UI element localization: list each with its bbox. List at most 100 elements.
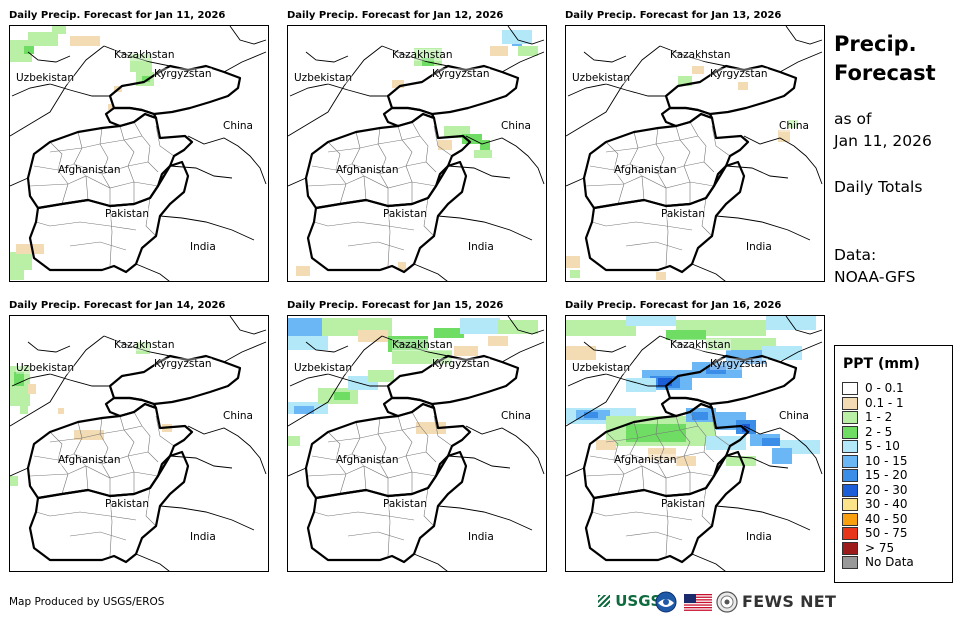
precip-area [788, 120, 798, 128]
precip-area [626, 378, 656, 392]
country-boundary [743, 135, 823, 185]
focus-country-outline [104, 106, 158, 128]
country-boundary [169, 455, 233, 469]
credit-text: Map Produced by USGS/EROS [9, 596, 165, 608]
precip-area [70, 36, 100, 46]
focus-country-outline [584, 160, 746, 274]
legend-swatch [842, 498, 858, 511]
province-boundary [145, 197, 157, 237]
province-boundary [145, 487, 157, 527]
province-boundary [133, 411, 159, 463]
province-boundary [689, 411, 715, 463]
country-label-pakistan: Pakistan [105, 208, 149, 220]
province-boundary [327, 511, 415, 521]
country-boundary [715, 505, 811, 531]
province-boundary [49, 511, 137, 521]
province-boundary [119, 125, 135, 204]
country-label-india: India [468, 531, 494, 543]
precip-area [656, 272, 666, 280]
province-boundary [589, 161, 705, 175]
province-boundary [155, 125, 175, 157]
department-seal-icon [716, 591, 738, 613]
country-label-india: India [746, 241, 772, 253]
province-boundary [35, 221, 51, 227]
precip-area [502, 30, 532, 44]
country-boundary [566, 335, 661, 427]
country-label-china: China [501, 410, 531, 422]
forecast-map: Kazakhstan Uzbekistan Kyrgyzstan China Afgha… [9, 315, 269, 572]
precip-area [584, 412, 598, 418]
country-boundary [437, 215, 533, 241]
title-line-2: Forecast [834, 61, 936, 85]
province-boundary [377, 127, 389, 206]
country-boundary [288, 177, 307, 187]
legend-label: 30 - 40 [865, 497, 908, 511]
province-boundary [589, 451, 705, 465]
fews-net-logo: FEWS NET [742, 592, 837, 611]
country-boundary [447, 165, 511, 179]
precip-area [626, 316, 676, 326]
province-boundary [327, 135, 421, 153]
precip-area [10, 476, 18, 486]
forecast-panel: Daily Precip. Forecast for Jan 13, 2026 K… [565, 10, 825, 282]
precip-area [28, 384, 36, 394]
country-boundary [566, 467, 585, 477]
province-boundary [665, 205, 669, 267]
province-boundary [35, 511, 51, 517]
precip-area [666, 330, 706, 340]
forecast-map: Kazakhstan Uzbekistan Kyrgyzstan China Afgha… [287, 315, 547, 572]
precip-area [28, 32, 58, 46]
province-boundary [397, 415, 413, 494]
country-label-kazakhstan: Kazakhstan [670, 49, 731, 61]
province-boundary [99, 127, 111, 206]
precip-area [58, 408, 64, 414]
country-boundary [779, 51, 823, 73]
province-boundary [311, 451, 427, 465]
province-boundary [655, 417, 667, 496]
country-boundary [10, 335, 105, 427]
country-label-kyrgyzstan: Kyrgyzstan [432, 358, 490, 370]
country-boundary [10, 467, 29, 477]
province-boundary [591, 511, 607, 517]
as-of-line-2: Jan 11, 2026 [834, 132, 932, 150]
precip-area [288, 318, 328, 338]
precip-area [24, 46, 34, 54]
province-boundary [377, 417, 389, 496]
province-boundary [701, 197, 713, 237]
province-boundary [69, 241, 127, 251]
province-boundary [29, 175, 159, 189]
country-boundary [103, 45, 171, 67]
panel-title: Daily Precip. Forecast for Jan 11, 2026 [9, 10, 226, 21]
country-boundary [135, 263, 170, 281]
country-label-kyrgyzstan: Kyrgyzstan [432, 68, 490, 80]
country-label-uzbekistan: Uzbekistan [294, 72, 352, 84]
precip-area [10, 270, 24, 280]
panel-title: Daily Precip. Forecast for Jan 16, 2026 [565, 300, 782, 311]
legend-label: 20 - 30 [865, 482, 908, 497]
precip-area [498, 320, 538, 334]
province-boundary [605, 221, 693, 231]
precip-area [678, 76, 692, 86]
precip-area [288, 436, 300, 446]
precip-area [414, 48, 442, 66]
legend-label: 40 - 50 [865, 511, 908, 526]
forecast-map: Kazakhstan Uzbekistan Kyrgyzstan China Afgha… [9, 25, 269, 282]
map-graphic [566, 316, 823, 571]
precip-area [772, 448, 792, 464]
country-boundary [465, 135, 545, 185]
legend-label: 50 - 75 [865, 526, 908, 540]
province-boundary [49, 425, 143, 443]
precip-area [388, 336, 428, 352]
country-boundary [785, 316, 823, 335]
country-boundary [103, 335, 171, 357]
country-boundary [169, 165, 233, 179]
country-label-china: China [779, 410, 809, 422]
country-label-pakistan: Pakistan [105, 498, 149, 510]
legend-label: 1 - 2 [865, 410, 893, 424]
precip-area [726, 350, 766, 364]
country-label-afghanistan: Afghanistan [58, 164, 121, 176]
precip-area [434, 328, 464, 338]
map-graphic [566, 26, 823, 281]
country-label-kazakhstan: Kazakhstan [670, 339, 731, 351]
